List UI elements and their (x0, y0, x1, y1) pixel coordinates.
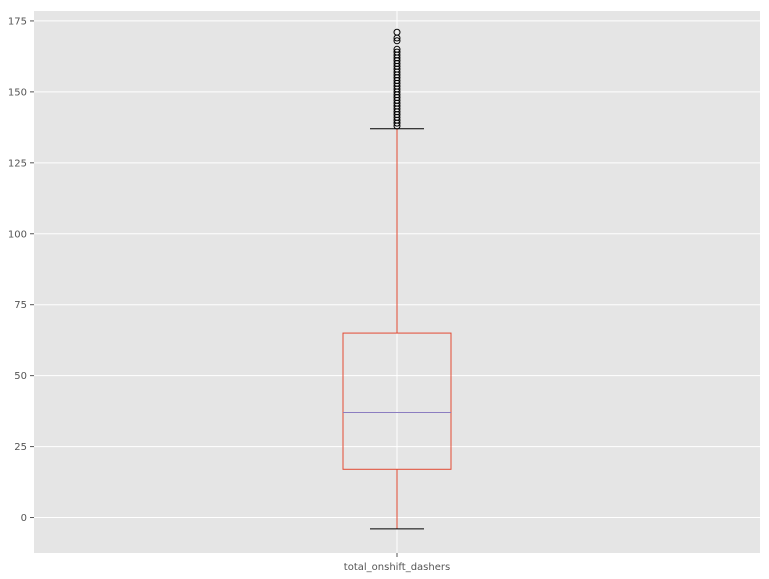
outlier-point (393, 37, 401, 45)
y-tick-label: 75 (14, 300, 27, 311)
outlier-point (393, 45, 401, 53)
y-tick-label: 150 (8, 87, 27, 98)
y-tick-label: 100 (8, 229, 27, 240)
outlier-point (393, 48, 401, 56)
y-tick-label: 25 (14, 442, 27, 453)
y-tick-label: 0 (21, 513, 27, 524)
box-group (342, 28, 452, 530)
y-tick-label: 125 (8, 158, 27, 169)
box-layer (342, 28, 452, 530)
y-tick-label: 50 (14, 371, 27, 382)
y-axis: 0 25 50 75 100 125 150 175 (8, 16, 34, 524)
box-iqr (342, 332, 452, 470)
y-tick-label: 175 (8, 16, 27, 27)
outlier-point (393, 28, 401, 36)
x-axis: total_onshift_dashers (344, 553, 450, 573)
x-tick-label: total_onshift_dashers (344, 562, 450, 573)
